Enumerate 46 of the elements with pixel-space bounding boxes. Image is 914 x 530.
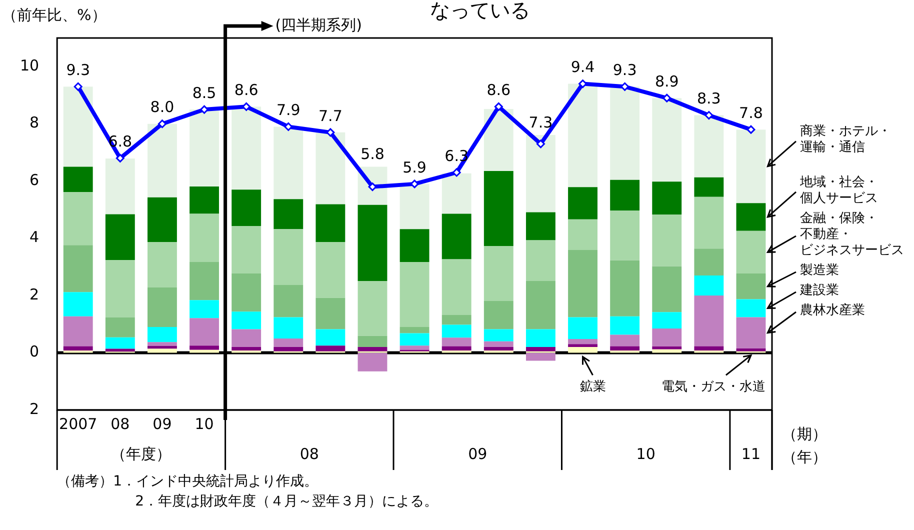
y-tick-label: 2 <box>30 400 40 418</box>
data-label: 7.3 <box>528 113 553 132</box>
text: 建設業 <box>799 282 839 298</box>
data-label: 8.6 <box>486 81 511 100</box>
text: 商業・ホテル・運輸・通信 <box>800 124 891 156</box>
data-label: 5.8 <box>360 145 384 164</box>
data-label: 7.9 <box>276 101 300 120</box>
x-tick-label: 2007 <box>59 414 98 433</box>
data-label: 9.3 <box>612 61 637 80</box>
text: 鉱業 <box>580 379 606 394</box>
y-tick-label: 4 <box>30 228 40 246</box>
text: 地域・社会・個人サービス <box>799 174 878 206</box>
text: 電気・ガス・水道 <box>662 379 766 394</box>
text: （期） <box>782 424 827 443</box>
data-label: 8.0 <box>150 98 174 116</box>
text: 09 <box>468 444 488 463</box>
x-tick-label: 08 <box>110 414 130 433</box>
y-tick-label: 2 <box>30 285 40 304</box>
text: 08 <box>300 444 319 463</box>
text: (四半期系列) <box>275 16 362 34</box>
text: （備考）1．インド中央統計局より作成。 <box>57 474 318 490</box>
text: 2．年度は財政年度（４月～翌年３月）による。 <box>135 494 438 510</box>
text: （年度） <box>111 444 172 463</box>
data-label: 7.8 <box>739 104 763 122</box>
data-label: 9.4 <box>570 58 595 76</box>
text: 製造業 <box>800 262 839 278</box>
data-label: 5.9 <box>402 158 426 176</box>
text: 11 <box>741 444 761 463</box>
data-label: 7.7 <box>318 106 342 125</box>
data-label: 8.6 <box>234 81 258 100</box>
text: 10 <box>636 444 656 463</box>
y-tick-label: 8 <box>30 114 40 132</box>
text: 農林水産業 <box>800 302 865 318</box>
data-label: 9.3 <box>66 61 90 80</box>
y-tick-label: 0 <box>30 342 40 361</box>
x-tick-label: 10 <box>194 414 214 433</box>
data-label: 8.3 <box>696 90 721 108</box>
data-label: 8.5 <box>192 84 216 102</box>
y-tick-label: 10 <box>20 56 40 75</box>
y-tick-label: 6 <box>30 170 40 189</box>
data-label: 8.9 <box>654 72 679 90</box>
y-axis-title: （前年比、%） <box>2 6 106 24</box>
chart-title: なっている <box>430 0 530 22</box>
x-tick-label: 09 <box>152 414 172 433</box>
text: （年） <box>782 448 827 466</box>
text: 金融・保険・不動産・ビジネスサービス <box>800 210 904 258</box>
